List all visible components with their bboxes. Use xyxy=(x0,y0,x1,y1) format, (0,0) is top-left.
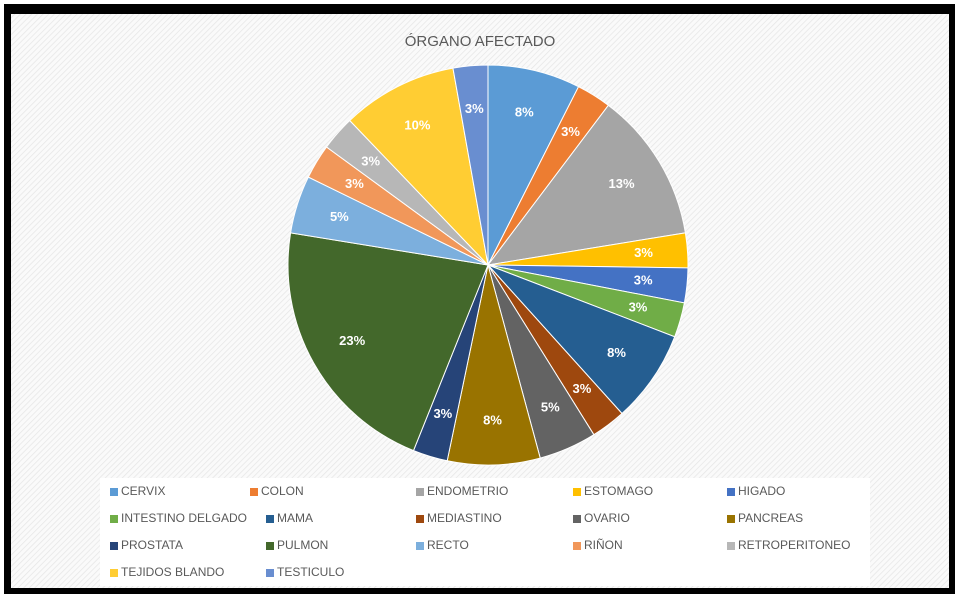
legend-swatch xyxy=(416,542,424,550)
data-label: 3% xyxy=(634,272,653,287)
data-label: 8% xyxy=(607,345,626,360)
legend-swatch xyxy=(727,542,735,550)
data-label: 3% xyxy=(361,154,380,169)
chart-title: ÓRGANO AFECTADO xyxy=(405,33,556,50)
data-label: 3% xyxy=(433,406,452,421)
legend-label: TEJIDOS BLANDO xyxy=(121,565,224,579)
data-label: 3% xyxy=(345,176,364,191)
legend-label: ESTOMAGO xyxy=(584,484,653,498)
legend-label: HIGADO xyxy=(738,484,785,498)
slice xyxy=(486,104,686,266)
legend-label: MAMA xyxy=(277,511,313,525)
legend-swatch xyxy=(727,515,735,523)
data-label: 13% xyxy=(609,176,635,191)
legend-swatch xyxy=(110,569,118,577)
legend-swatch xyxy=(110,488,118,496)
legend-label: OVARIO xyxy=(584,511,630,525)
data-label: 8% xyxy=(515,105,534,120)
legend-label: COLON xyxy=(261,484,304,498)
legend-swatch xyxy=(416,488,424,496)
legend-swatch xyxy=(416,515,424,523)
legend-swatch xyxy=(727,488,735,496)
data-label: 3% xyxy=(561,124,580,139)
data-label: 8% xyxy=(483,412,502,427)
legend-label: RETROPERITONEO xyxy=(738,538,850,552)
legend-swatch xyxy=(266,515,274,523)
data-label: 3% xyxy=(573,381,592,396)
legend-label: TESTICULO xyxy=(277,565,344,579)
legend-swatch xyxy=(266,569,274,577)
slice xyxy=(287,232,489,452)
slice xyxy=(349,67,489,267)
legend-label: MEDIASTINO xyxy=(427,511,502,525)
legend-label: RIÑON xyxy=(584,538,623,552)
legend-label: PULMON xyxy=(277,538,328,552)
data-label: 3% xyxy=(629,299,648,314)
legend-swatch xyxy=(266,542,274,550)
data-label: 3% xyxy=(465,101,484,116)
legend-box xyxy=(100,478,870,586)
data-label: 3% xyxy=(634,245,653,260)
data-label: 10% xyxy=(404,117,430,132)
legend-label: INTESTINO DELGADO xyxy=(121,511,247,525)
legend-label: CERVIX xyxy=(121,484,165,498)
legend-swatch xyxy=(250,488,258,496)
legend-swatch xyxy=(573,488,581,496)
data-label: 5% xyxy=(541,399,560,414)
legend-swatch xyxy=(110,515,118,523)
data-label: 5% xyxy=(330,209,349,224)
legend-label: ENDOMETRIO xyxy=(427,484,508,498)
legend-label: PROSTATA xyxy=(121,538,183,552)
data-label: 23% xyxy=(339,333,365,348)
legend-swatch xyxy=(573,515,581,523)
legend-swatch xyxy=(110,542,118,550)
legend-label: PANCREAS xyxy=(738,511,803,525)
legend-label: RECTO xyxy=(427,538,469,552)
legend-swatch xyxy=(573,542,581,550)
slice xyxy=(452,64,489,266)
